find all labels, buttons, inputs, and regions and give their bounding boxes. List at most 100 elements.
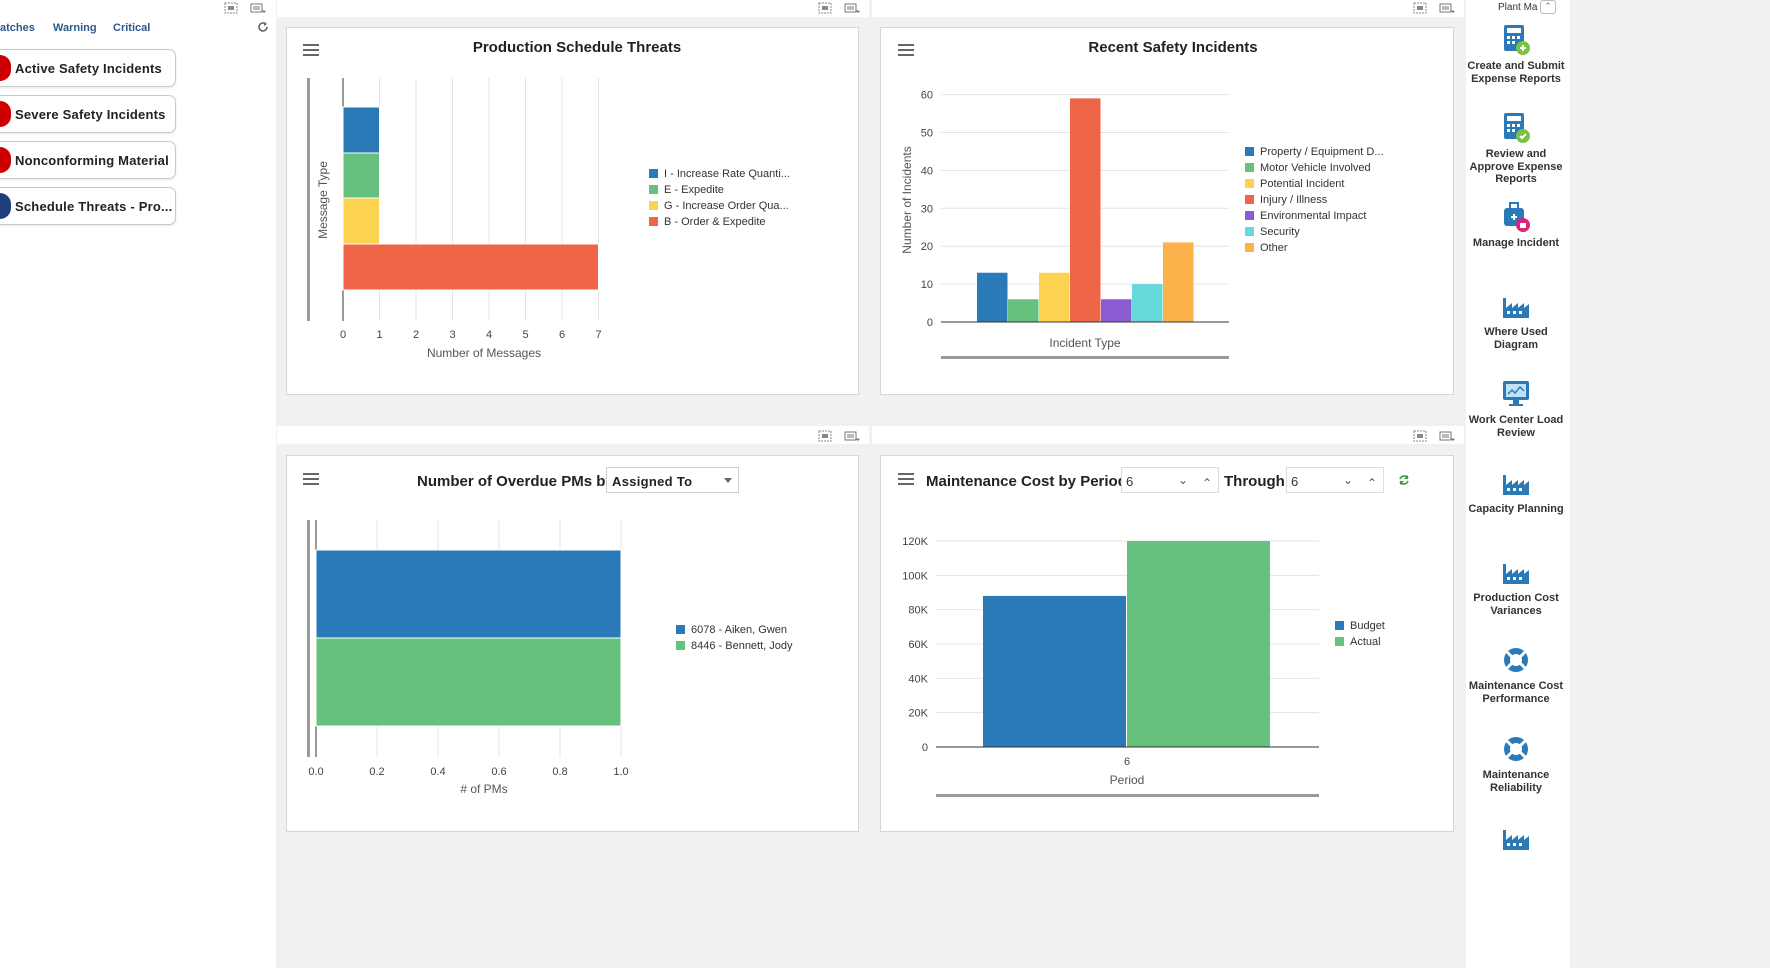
legend-item[interactable]: Motor Vehicle Involved [1245,162,1384,178]
bar-3 [342,197,380,245]
rail-item-label: Capacity Planning [1468,503,1564,515]
x-tick-label: 4 [486,329,492,341]
maximize-icon[interactable] [1413,1,1427,14]
y-axis-label: Message Type [316,161,330,239]
panel-options-icon[interactable] [844,1,860,13]
from-period-input[interactable]: 6 ⌄ ⌃ [1121,467,1219,493]
chart-title: Recent Safety Incidents [1088,39,1258,56]
legend-item[interactable]: Environmental Impact [1245,210,1384,226]
legend-item[interactable]: G - Increase Order Qua... [649,200,790,216]
through-period-input[interactable]: 6 ⌄ ⌃ [1286,467,1384,493]
rail-create-expense[interactable]: Create and Submit Expense Reports [1466,24,1566,85]
factory-icon [1503,564,1529,584]
chart-legend: Budget Actual [1335,620,1385,652]
production-schedule-threats-card: Production Schedule Threats 0 1 2 3 4 5 6 7 Mes… [286,27,859,395]
chart-legend: 6078 - Aiken, Gwen 8446 - Bennett, Jody [676,624,793,656]
rail-item-label: Production Cost Variances [1473,592,1559,617]
monitor-icon [1503,381,1529,406]
y-tick-label: 50 [921,128,933,140]
alert-indicator [0,55,11,81]
legend-item[interactable]: Injury / Illness [1245,194,1384,210]
chevron-up-icon[interactable]: ⌃ [1202,476,1213,490]
chevron-down-icon[interactable]: ⌄ [1343,473,1354,487]
maximize-icon[interactable] [818,1,832,14]
x-axis-label: # of PMs [460,782,507,796]
tile-label: Schedule Threats - Pro... [15,199,173,214]
chevron-up-icon[interactable]: ⌃ [1367,476,1378,490]
expense-report-icon [1504,25,1530,55]
x-tick-label: 0.2 [369,766,384,778]
x-tick-label: 3 [449,329,455,341]
watchlist-panel: atches Warning Critical Active Safety In… [0,0,276,968]
alert-indicator [0,193,11,219]
legend-item[interactable]: E - Expedite [649,184,790,200]
rail-review-expense[interactable]: Review and Approve Expense Reports [1466,112,1566,186]
refresh-icon[interactable] [256,20,270,34]
collapse-icon[interactable]: ⌃ [1540,0,1556,14]
chevron-down-icon [724,478,732,483]
rail-where-used[interactable]: Where Used Diagram [1466,290,1566,351]
legend-item[interactable]: Property / Equipment D... [1245,146,1384,162]
chart-title: Production Schedule Threats [472,39,682,56]
maximize-icon[interactable] [224,1,238,14]
rail-capacity-planning[interactable]: Capacity Planning [1466,467,1566,516]
bar-4 [342,243,599,291]
rail-work-center-load[interactable]: Work Center Load Review [1466,378,1566,439]
chart-menu-icon[interactable] [303,473,319,486]
chart-legend: I - Increase Rate Quanti... E - Expedite… [649,168,790,232]
panel-options-icon[interactable] [844,429,860,441]
tile-active-safety-incidents[interactable]: Active Safety Incidents [0,49,176,87]
rail-production-cost-variances[interactable]: Production Cost Variances [1466,556,1566,617]
panel-options-icon[interactable] [1439,1,1455,13]
chart-menu-icon[interactable] [898,473,914,486]
legend-item[interactable]: Other [1245,242,1384,258]
x-tick-label: 0.4 [430,766,445,778]
panel-options-icon[interactable] [1439,429,1455,441]
factory-icon [1503,298,1529,318]
rail-more[interactable] [1466,822,1566,858]
legend-item[interactable]: 8446 - Bennett, Jody [676,640,793,656]
x-tick-label: 0.0 [308,766,323,778]
assigned-to-dropdown[interactable]: Assigned To [606,467,739,493]
chart-menu-icon[interactable] [303,44,319,57]
tile-label: Nonconforming Material [15,153,169,168]
filter-warning[interactable]: Warning [53,22,97,34]
rail-item-label: Create and Submit Expense Reports [1467,60,1565,85]
chevron-down-icon[interactable]: ⌄ [1178,473,1189,487]
legend-item[interactable]: B - Order & Expedite [649,216,790,232]
legend-item[interactable]: Actual [1335,636,1385,652]
x-tick-label: 5 [522,329,528,341]
panel-options-icon[interactable] [250,1,266,13]
legend-item[interactable]: I - Increase Rate Quanti... [649,168,790,184]
rail-maintenance-reliability[interactable]: Maintenance Reliability [1466,733,1566,794]
y-tick-label: 100K [902,570,928,582]
expense-approve-icon [1504,113,1530,143]
filter-all[interactable]: atches [0,22,35,34]
rail-maintenance-cost-performance[interactable]: Maintenance Cost Performance [1466,644,1566,705]
overdue-pms-chart: 0.0 0.2 0.4 0.6 0.8 1.0 # of PMs [307,520,629,796]
tile-schedule-threats[interactable]: Schedule Threats - Pro... [0,187,176,225]
tile-nonconforming-material[interactable]: Nonconforming Material [0,141,176,179]
y-tick-label: 60K [908,639,928,651]
dropdown-value: Assigned To [612,474,693,489]
y-tick-label: 40K [908,673,928,685]
filter-critical[interactable]: Critical [113,22,151,34]
tile-severe-safety-incidents[interactable]: Severe Safety Incidents [0,95,176,133]
refresh-icon[interactable] [1397,473,1411,487]
maximize-icon[interactable] [1413,429,1427,442]
lifebuoy-icon [1504,737,1528,761]
legend-item[interactable]: Budget [1335,620,1385,636]
rail-item-label: Manage Incident [1472,237,1560,249]
bar-1 [977,272,1008,322]
legend-item[interactable]: Potential Incident [1245,178,1384,194]
chart-menu-icon[interactable] [898,44,914,57]
rail-item-label: Maintenance Cost Performance [1468,680,1564,705]
maximize-icon[interactable] [818,429,832,442]
legend-item[interactable]: Security [1245,226,1384,242]
legend-item[interactable]: 6078 - Aiken, Gwen [676,624,793,640]
bar-6 [1132,284,1163,322]
rail-manage-incident[interactable]: Manage Incident [1466,201,1566,250]
chart-legend: Property / Equipment D... Motor Vehicle … [1245,146,1384,258]
x-tick-label: 1 [376,329,382,341]
recent-safety-incidents-card: Recent Safety Incidents 0 10 20 30 40 50 60 Nu… [880,27,1454,395]
